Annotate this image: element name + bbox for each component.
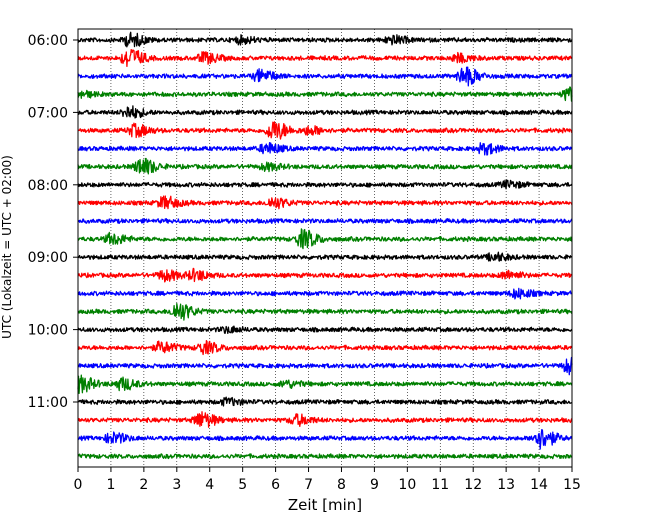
- seismogram-trace: [77, 86, 573, 102]
- seismogram-trace: [77, 267, 573, 283]
- y-axis: 06:00 07:00 08:00 09:00 10:00 11:00: [28, 33, 78, 411]
- x-tick-label: 8: [337, 477, 346, 493]
- seismogram-trace: [77, 356, 573, 376]
- seismogram-trace: [77, 195, 573, 210]
- x-tick-label: 10: [398, 477, 416, 493]
- y-tick-label: 06:00: [28, 33, 68, 49]
- y-tick-label: 08:00: [28, 178, 68, 194]
- x-tick-label: 5: [238, 477, 247, 493]
- plot-background: [78, 29, 572, 467]
- y-tick-label: 10:00: [28, 323, 68, 339]
- y-tick-label: 11:00: [28, 395, 68, 411]
- seismogram-trace: [77, 325, 573, 335]
- seismogram-trace: [77, 251, 573, 262]
- y-tick-label: 09:00: [28, 250, 68, 266]
- x-tick-label: 4: [205, 477, 214, 493]
- plot-frame: [77, 28, 573, 468]
- x-tick-label: 13: [497, 477, 515, 493]
- seismogram-trace: [77, 121, 573, 140]
- x-tick-label: 6: [271, 477, 280, 493]
- traces: [77, 31, 573, 460]
- x-grid: [110, 29, 540, 467]
- x-tick-label: 11: [431, 477, 449, 493]
- x-axis-label: Zeit [min]: [288, 496, 362, 514]
- seismogram-trace: [77, 287, 573, 300]
- seismogram-trace: [77, 429, 573, 450]
- seismogram-trace: [77, 157, 573, 175]
- seismogram-trace: [77, 453, 573, 460]
- x-tick-label: 12: [464, 477, 482, 493]
- x-tick-label: 1: [106, 477, 115, 493]
- seismogram-trace: [77, 303, 573, 321]
- seismogram-trace: [77, 218, 573, 225]
- seismogram-trace: [77, 228, 573, 250]
- seismogram-trace: [77, 179, 573, 190]
- x-tick-label: 9: [370, 477, 379, 493]
- x-tick-label: 3: [172, 477, 181, 493]
- x-tick-label: 2: [139, 477, 148, 493]
- seismogram-trace: [77, 105, 573, 119]
- x-tick-label: 15: [563, 477, 581, 493]
- seismogram-trace: [77, 141, 573, 156]
- seismogram-trace: [77, 48, 573, 68]
- x-tick-label: 14: [530, 477, 548, 493]
- y-axis-label: UTC (Lokalzeit = UTC + 02:00): [0, 155, 14, 339]
- seismogram-trace: [77, 31, 573, 48]
- seismogram-trace: [77, 396, 573, 407]
- x-axis: 0 1 2 3 4 5 6 7 8 9 10 11 12 13 14 15: [74, 467, 581, 493]
- seismogram-trace: [77, 374, 573, 394]
- x-tick-label: 7: [304, 477, 313, 493]
- seismogram-trace: [77, 411, 573, 428]
- y-tick-label: 07:00: [28, 105, 68, 121]
- x-tick-label: 0: [74, 477, 83, 493]
- seismogram-trace: [77, 66, 573, 87]
- seismogram-trace: [77, 339, 573, 356]
